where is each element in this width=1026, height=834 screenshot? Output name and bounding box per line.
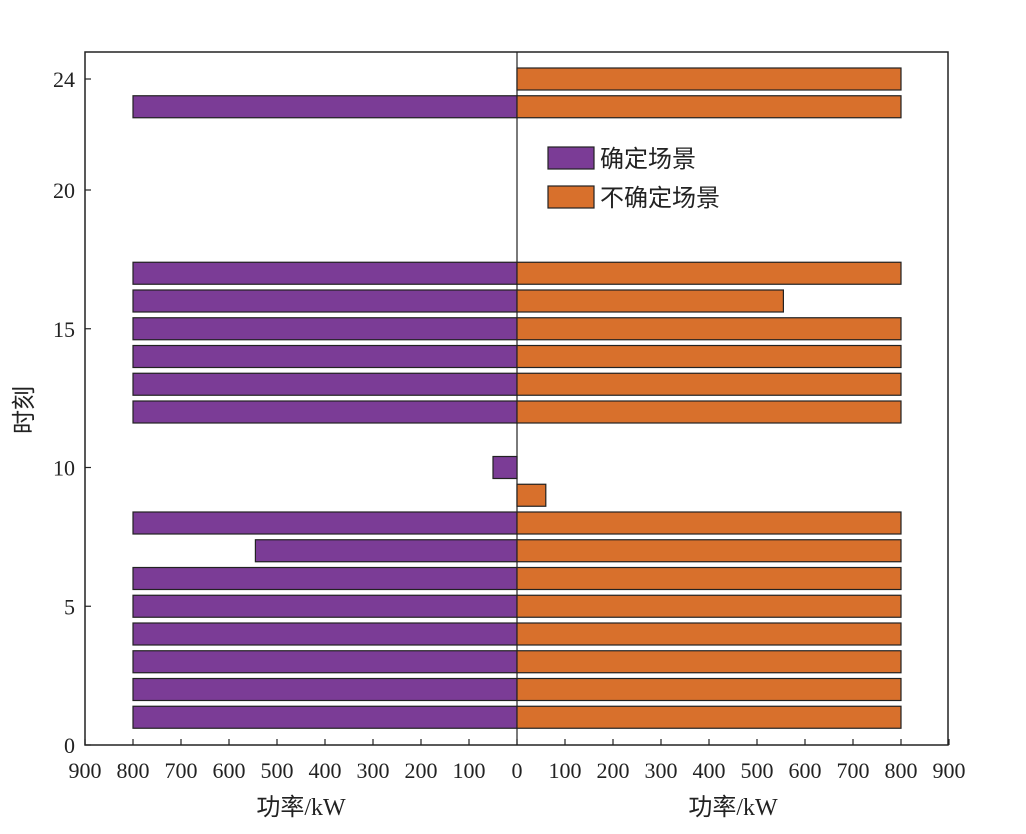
bar-uncertain-7 <box>516 539 902 563</box>
legend-swatch-uncertain <box>547 185 595 209</box>
x-tick-label-right: 400 <box>693 758 726 783</box>
bar-certain-5 <box>132 594 518 618</box>
legend: 确定场景 不确定场景 <box>547 146 720 212</box>
y-tick-label: 5 <box>64 594 75 619</box>
bar-uncertain-2 <box>516 677 902 702</box>
x-axis-title-right: 功率/kW <box>688 794 778 821</box>
x-tick-label-left: 600 <box>213 758 246 783</box>
bar-uncertain-15 <box>516 317 902 341</box>
x-tick-label-left: 0 <box>512 758 523 783</box>
x-tick-label-right: 600 <box>789 758 822 783</box>
bar-certain-1 <box>132 705 518 729</box>
x-tick-label-left: 800 <box>117 758 150 783</box>
y-tick-label: 10 <box>53 456 75 481</box>
bar-certain-3 <box>132 650 518 674</box>
x-tick-label-left: 400 <box>309 758 342 783</box>
legend-label-certain: 确定场景 <box>600 146 696 173</box>
y-tick-label: 24 <box>53 67 75 92</box>
x-tick-label-left: 200 <box>405 758 438 783</box>
bar-uncertain-24 <box>516 67 902 91</box>
bar-certain-6 <box>132 566 518 591</box>
x-tick-label-right: 500 <box>741 758 774 783</box>
legend-swatch-certain <box>547 146 595 170</box>
x-tick-label-left: 300 <box>357 758 390 783</box>
bar-uncertain-16 <box>516 289 784 313</box>
bar-certain-17 <box>132 261 518 285</box>
x-tick-label-left: 100 <box>453 758 486 783</box>
bar-uncertain-3 <box>516 650 902 674</box>
bar-certain-8 <box>132 511 518 535</box>
bar-uncertain-9 <box>516 483 547 507</box>
bar-uncertain-23 <box>516 95 902 119</box>
x-tick-label-right: 200 <box>597 758 630 783</box>
bar-uncertain-12 <box>516 400 902 424</box>
bar-certain-4 <box>132 622 518 646</box>
x-tick-label-right: 800 <box>885 758 918 783</box>
x-axis-title-left: 功率/kW <box>256 794 346 821</box>
bar-uncertain-17 <box>516 261 902 285</box>
bar-uncertain-6 <box>516 566 902 591</box>
bar-uncertain-1 <box>516 705 902 729</box>
ticks-group: 900 800 700 600 500 400 300 200 100 0 100 200 300 400… <box>53 67 966 783</box>
x-tick-label-right: 700 <box>837 758 870 783</box>
bar-certain-16 <box>132 289 518 313</box>
legend-label-uncertain: 不确定场景 <box>600 185 720 212</box>
y-tick-label: 0 <box>64 733 75 758</box>
y-axis-title: 时刻 <box>11 386 38 434</box>
x-tick-label-right: 100 <box>549 758 582 783</box>
bar-certain-13 <box>132 372 518 396</box>
x-tick-label-left: 700 <box>165 758 198 783</box>
bar-uncertain-5 <box>516 594 902 618</box>
bar-certain-12 <box>132 400 518 424</box>
bar-uncertain-13 <box>516 372 902 396</box>
y-tick-label: 20 <box>53 178 75 203</box>
y-tick-label: 15 <box>53 317 75 342</box>
bar-certain-15 <box>132 317 518 341</box>
bar-uncertain-4 <box>516 622 902 646</box>
bar-certain-14 <box>132 344 518 369</box>
bar-certain-7 <box>254 539 518 563</box>
x-tick-label-right: 300 <box>645 758 678 783</box>
x-tick-label-right: 900 <box>933 758 966 783</box>
x-tick-label-left: 900 <box>69 758 102 783</box>
bar-uncertain-14 <box>516 344 902 369</box>
bar-certain-2 <box>132 677 518 702</box>
bar-uncertain-8 <box>516 511 902 535</box>
bars-group <box>132 67 902 729</box>
x-tick-label-left: 500 <box>261 758 294 783</box>
bar-certain-10 <box>492 455 518 480</box>
bar-certain-23 <box>132 95 518 119</box>
